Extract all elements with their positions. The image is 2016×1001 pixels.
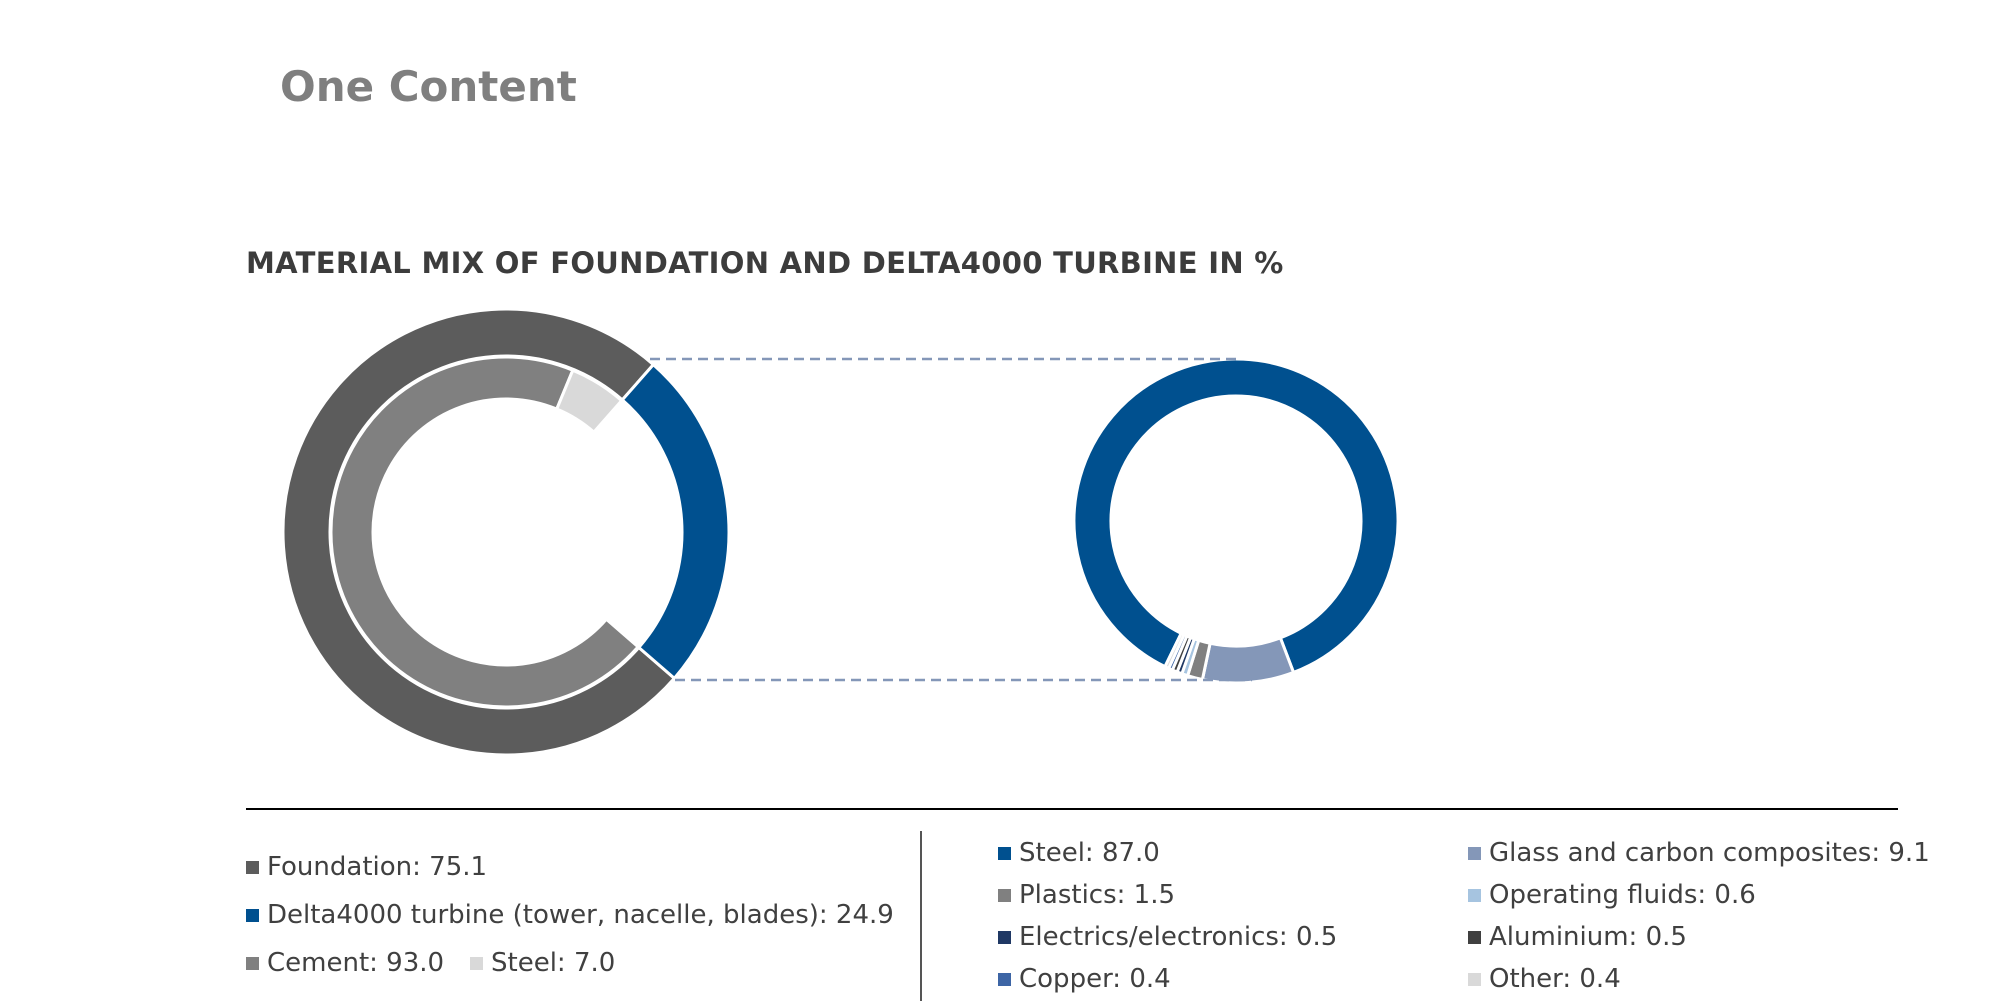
detail-slice-steel	[1072, 357, 1400, 675]
legend-item-plastics: Plastics: 1.5	[998, 880, 1175, 910]
outer-ring	[281, 307, 731, 757]
page-title: One Content	[280, 62, 577, 111]
legend-label: Other: 0.4	[1489, 964, 1621, 994]
legend-swatch	[246, 908, 259, 922]
legend-label: Delta4000 turbine (tower, nacelle, blade…	[267, 900, 894, 930]
legend-swatch	[998, 846, 1011, 860]
legend-swatch	[470, 956, 483, 970]
legend-swatch	[1468, 846, 1481, 860]
legend-item-electrics: Electrics/electronics: 0.5	[998, 922, 1337, 952]
legend-swatch	[1468, 972, 1481, 986]
legend-separator	[920, 831, 922, 1001]
legend-item-steel-inner: Steel: 7.0	[470, 948, 615, 978]
legend-divider	[246, 808, 1898, 810]
legend-label: Copper: 0.4	[1019, 964, 1171, 994]
legend-swatch	[998, 888, 1011, 902]
legend-label: Steel: 87.0	[1019, 838, 1160, 868]
legend-item-foundation: Foundation: 75.1	[246, 852, 487, 882]
legend-label: Steel: 7.0	[491, 948, 616, 978]
legend-swatch	[998, 972, 1011, 986]
legend-swatch	[246, 860, 259, 874]
legend-swatch	[1468, 930, 1481, 944]
legend-swatch	[246, 956, 259, 970]
legend-label: Aluminium: 0.5	[1489, 922, 1687, 952]
legend-item-glass: Glass and carbon composites: 9.1	[1468, 838, 1930, 868]
legend-item-copper: Copper: 0.4	[998, 964, 1171, 994]
legend-swatch	[1468, 888, 1481, 902]
inner-slice-cement	[329, 355, 641, 709]
outer-slice-delta4000-turbine-tower-nacelle-blades	[620, 362, 731, 681]
detail-slice-other	[1162, 631, 1187, 671]
legend-item-aluminium: Aluminium: 0.5	[1468, 922, 1687, 952]
legend-label: Glass and carbon composites: 9.1	[1489, 838, 1930, 868]
detail-slice-glass-and-carbon-composites	[1200, 635, 1296, 685]
legend-label: Electrics/electronics: 0.5	[1019, 922, 1338, 952]
legend-label: Plastics: 1.5	[1019, 880, 1176, 910]
legend-item-cement: Cement: 93.0	[246, 948, 444, 978]
inner-ring	[329, 355, 641, 709]
chart-title: MATERIAL MIX OF FOUNDATION AND DELTA4000…	[246, 246, 1284, 280]
legend-label: Operating fluids: 0.6	[1489, 880, 1756, 910]
legend-swatch	[998, 930, 1011, 944]
legend-item-other: Other: 0.4	[1468, 964, 1621, 994]
inner-slice-steel	[554, 368, 624, 435]
detail-ring	[1072, 357, 1400, 685]
legend-label: Cement: 93.0	[267, 948, 445, 978]
legend-item-steel: Steel: 87.0	[998, 838, 1160, 868]
legend-item-fluids: Operating fluids: 0.6	[1468, 880, 1756, 910]
legend-item-turbine: Delta4000 turbine (tower, nacelle, blade…	[246, 900, 894, 930]
legend-label: Foundation: 75.1	[267, 852, 488, 882]
